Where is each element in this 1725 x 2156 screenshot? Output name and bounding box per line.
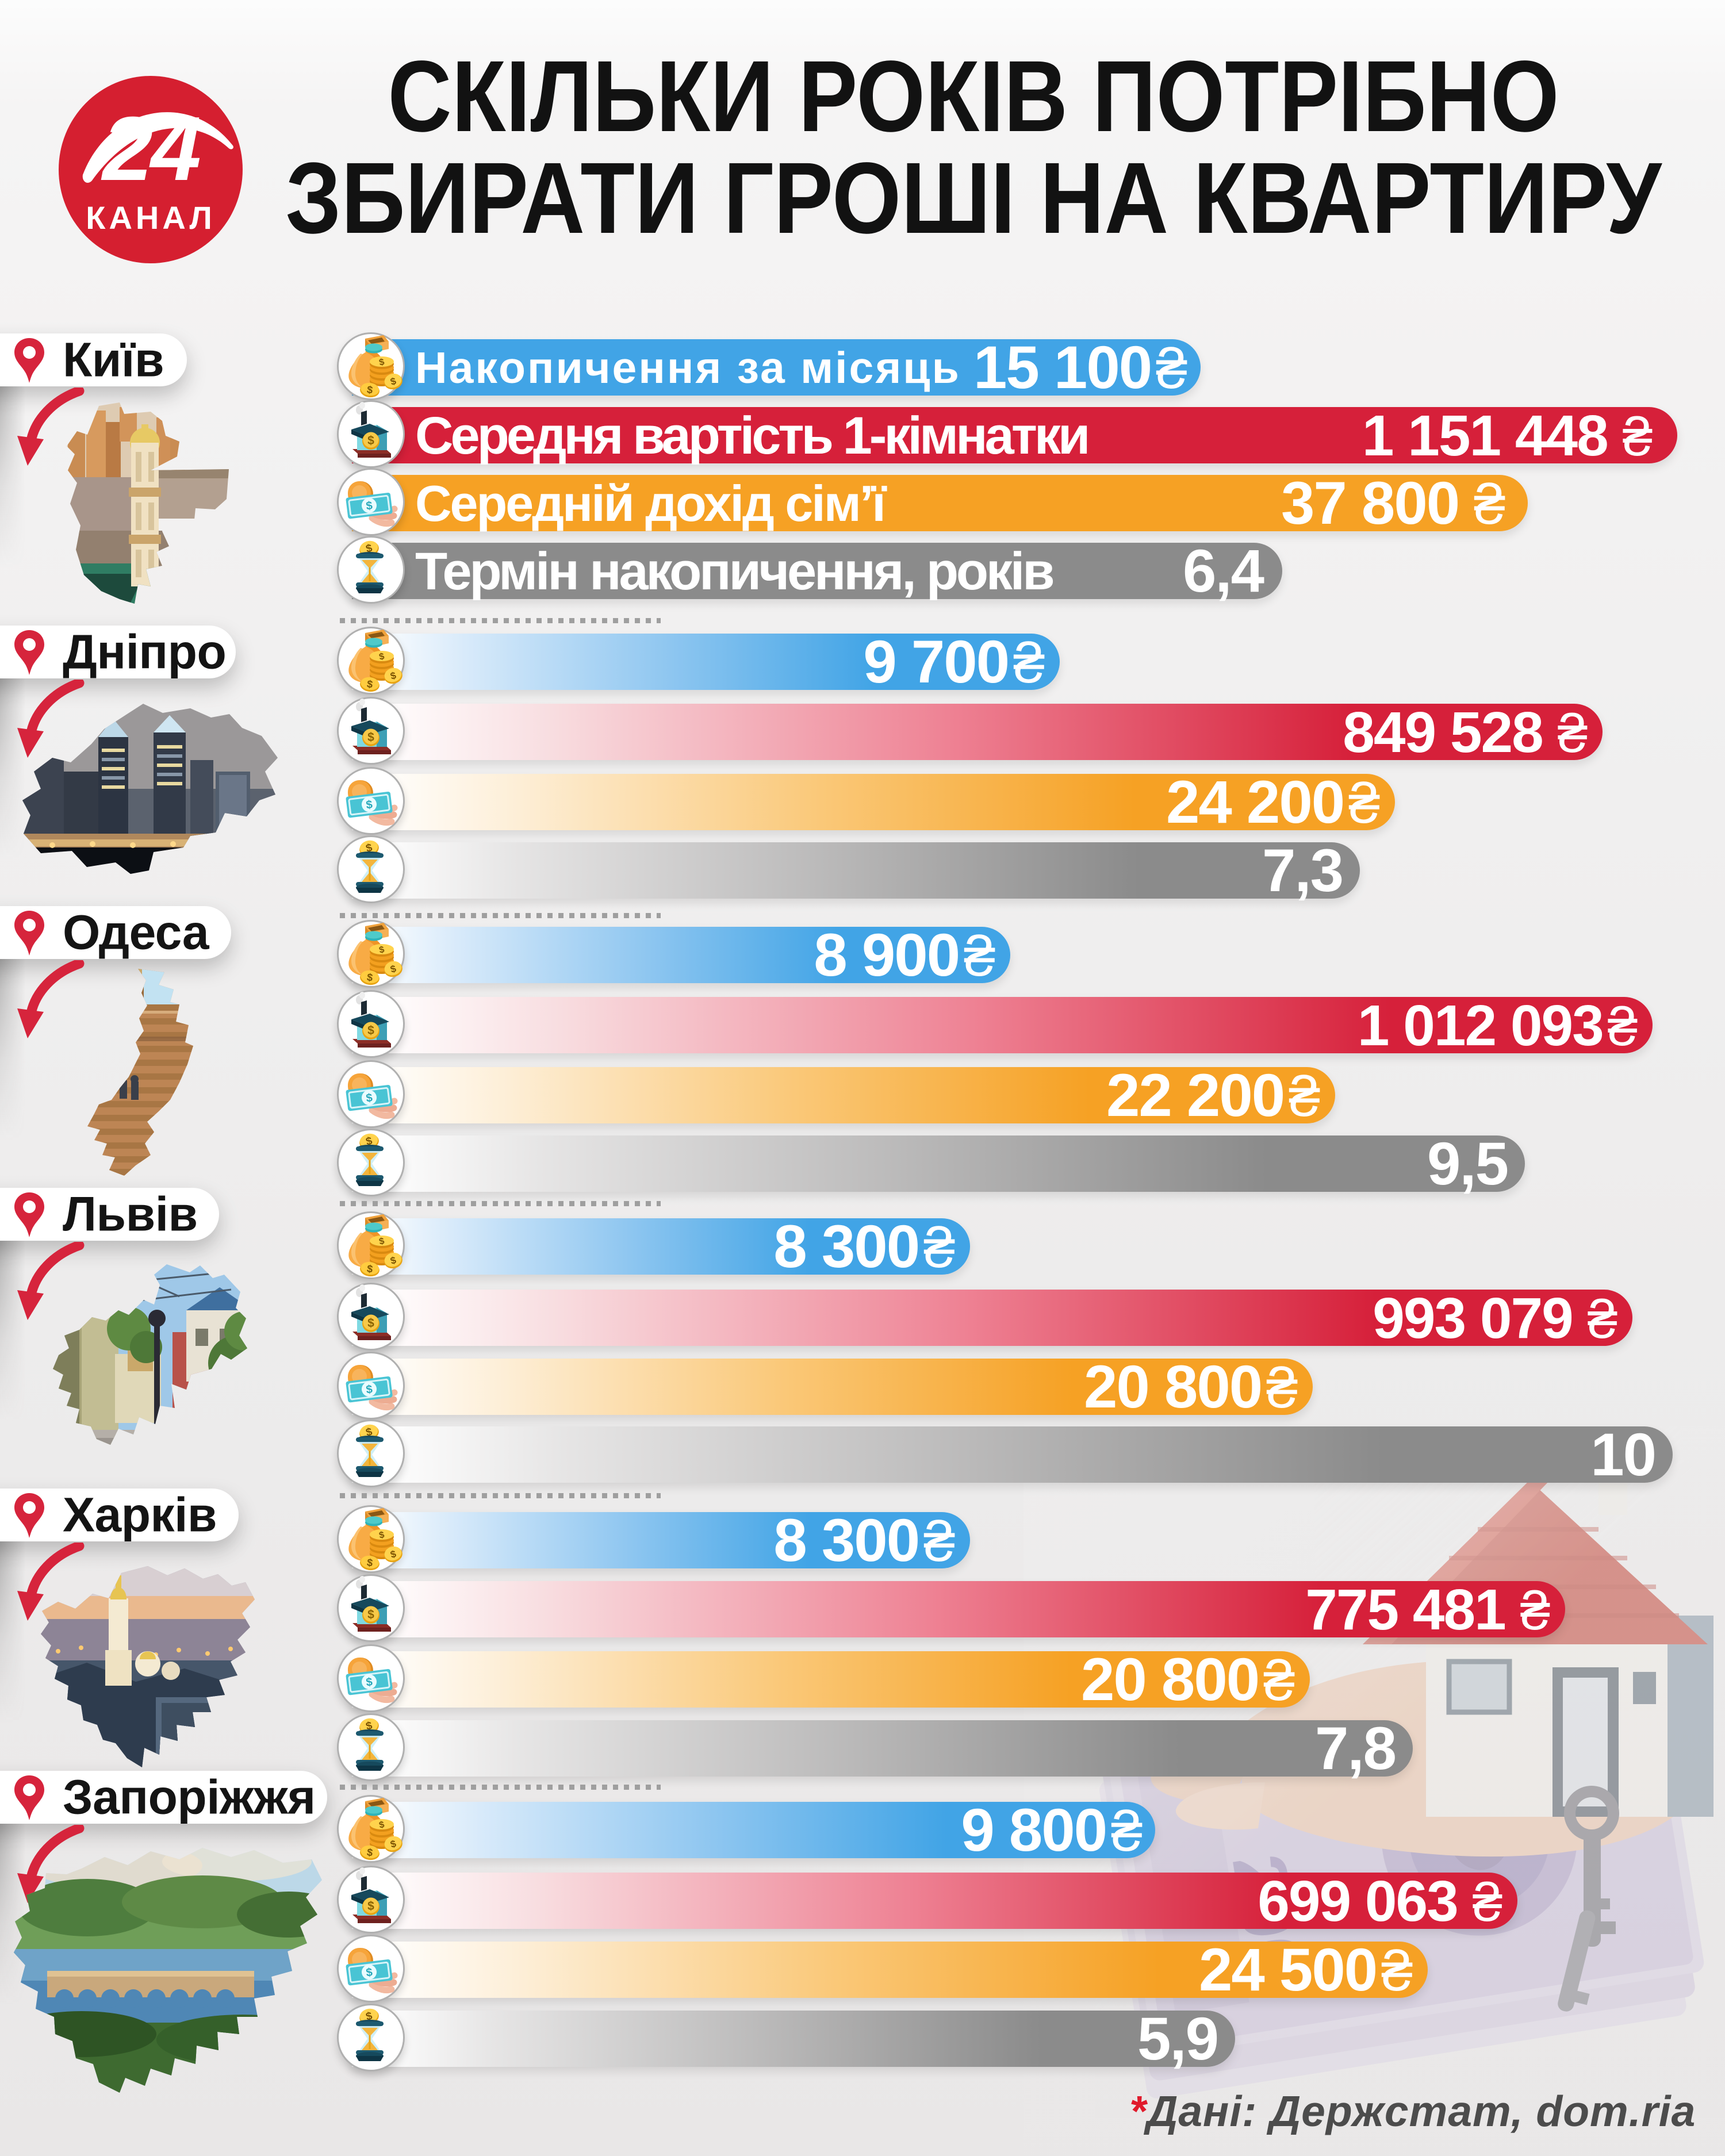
svg-text:$: $ xyxy=(367,1900,374,1913)
svg-text:$: $ xyxy=(365,1676,373,1689)
svg-text:$: $ xyxy=(366,678,374,690)
svg-text:$: $ xyxy=(378,1236,385,1246)
svg-text:$: $ xyxy=(378,945,385,955)
svg-text:$: $ xyxy=(366,1846,374,1858)
svg-text:$: $ xyxy=(367,1024,374,1037)
svg-text:$: $ xyxy=(365,1383,373,1397)
svg-text:$: $ xyxy=(367,1317,374,1330)
svg-text:$: $ xyxy=(378,357,385,367)
svg-text:$: $ xyxy=(365,1966,373,1979)
svg-text:$: $ xyxy=(366,1556,374,1568)
svg-text:$: $ xyxy=(378,651,385,662)
svg-text:$: $ xyxy=(365,500,373,513)
svg-text:$: $ xyxy=(366,383,374,396)
svg-text:$: $ xyxy=(378,1530,385,1540)
svg-text:$: $ xyxy=(365,1092,373,1105)
svg-text:$: $ xyxy=(366,1263,374,1275)
svg-text:$: $ xyxy=(367,434,374,447)
svg-text:$: $ xyxy=(365,799,373,812)
svg-text:$: $ xyxy=(378,1820,385,1830)
svg-text:$: $ xyxy=(367,1608,374,1621)
svg-text:$: $ xyxy=(366,971,374,983)
svg-text:$: $ xyxy=(367,731,374,744)
